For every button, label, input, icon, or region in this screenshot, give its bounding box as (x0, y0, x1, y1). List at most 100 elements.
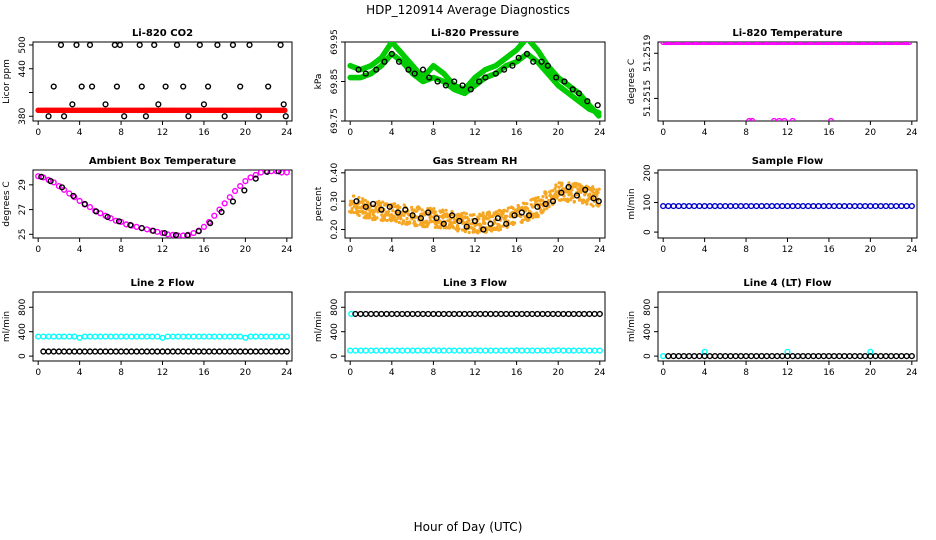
data-point (70, 192, 77, 200)
x-tick-label: 24 (906, 245, 918, 255)
data-point (358, 209, 362, 214)
data-point (387, 213, 391, 217)
data-point (696, 42, 703, 46)
data-point (789, 202, 796, 210)
data-point (680, 42, 687, 46)
data-point (373, 66, 380, 73)
data-point (71, 333, 78, 340)
data-point (375, 216, 379, 220)
data-point (492, 70, 499, 77)
data-point (513, 310, 520, 318)
data-point (116, 42, 124, 49)
y-tick-label: 100 (643, 194, 653, 211)
data-point (73, 42, 80, 49)
data-point (382, 218, 387, 222)
data-point (427, 221, 431, 225)
data-point (78, 83, 85, 90)
data-point (493, 221, 497, 225)
data-point (242, 348, 249, 355)
data-point (149, 348, 156, 355)
data-point (810, 202, 817, 210)
data-point (820, 42, 827, 46)
data-point (906, 42, 913, 46)
data-point (50, 83, 57, 90)
data-point (200, 101, 208, 108)
data-point (393, 310, 401, 318)
data-point (529, 203, 533, 207)
data-point (417, 207, 421, 211)
data-point (136, 42, 143, 49)
y-tick-label: 69.75 (330, 108, 340, 134)
data-point (717, 42, 724, 46)
data-point (513, 347, 520, 354)
data-point (231, 333, 239, 340)
data-point (92, 348, 99, 355)
data-point (414, 347, 421, 354)
data-point (162, 83, 169, 90)
x-tick-label: 12 (157, 245, 168, 255)
data-point (838, 42, 845, 46)
data-point (123, 333, 130, 340)
data-point (711, 202, 719, 210)
data-point (841, 353, 848, 360)
data-point (47, 178, 54, 185)
data-point (378, 310, 385, 318)
data-point (893, 202, 900, 210)
plot-area (35, 42, 289, 120)
data-point (404, 310, 411, 318)
data-point (467, 230, 471, 235)
data-point (453, 219, 457, 223)
y-tick-label: 51.2519 (643, 34, 653, 71)
data-point (195, 228, 202, 235)
data-point (492, 310, 499, 318)
data-point (60, 333, 68, 340)
data-point (491, 214, 495, 219)
data-point (247, 333, 254, 340)
data-point (363, 198, 367, 202)
data-point (789, 117, 796, 121)
x-tick-label: 16 (511, 128, 523, 138)
data-point (825, 353, 833, 360)
data-point (117, 348, 125, 355)
data-point (280, 101, 287, 108)
series-black (38, 170, 282, 238)
data-point (596, 347, 603, 354)
plot-area (35, 170, 290, 238)
data-point (591, 196, 595, 200)
data-point (226, 194, 233, 201)
data-point (570, 347, 577, 354)
x-tick-label: 4 (702, 245, 708, 255)
data-point (753, 353, 760, 360)
data-point (277, 42, 284, 49)
y-axis-label: degrees C (627, 59, 637, 104)
data-point (164, 333, 171, 340)
data-point (554, 183, 558, 187)
data-point (283, 170, 290, 176)
x-tick-label: 24 (281, 128, 293, 138)
data-point (534, 347, 541, 354)
x-axis-label: Hour of Day (UTC) (414, 520, 523, 534)
x-tick-label: 24 (594, 245, 606, 255)
data-point (378, 347, 385, 354)
data-point (451, 78, 458, 85)
data-point (372, 214, 377, 219)
data-point (544, 310, 551, 318)
x-tick-label: 12 (469, 128, 480, 138)
data-point (567, 181, 571, 185)
x-tick-label: 12 (469, 245, 480, 255)
data-point (155, 101, 162, 108)
data-point (536, 196, 540, 200)
panel-8: Line 4 (LT) Flow ml/min 0 4 8 12 16 20 24 0 400 800 (627, 278, 918, 378)
data-point (660, 202, 667, 210)
data-point (481, 211, 485, 215)
data-point (502, 209, 506, 213)
y-tick-label: 400 (643, 323, 653, 340)
data-point (544, 347, 551, 354)
data-point (522, 202, 527, 206)
x-tick-label: 4 (702, 368, 708, 378)
series-black (665, 353, 915, 360)
data-point (531, 205, 535, 209)
data-point (561, 78, 568, 85)
data-point (450, 209, 454, 214)
data-point (768, 202, 776, 210)
